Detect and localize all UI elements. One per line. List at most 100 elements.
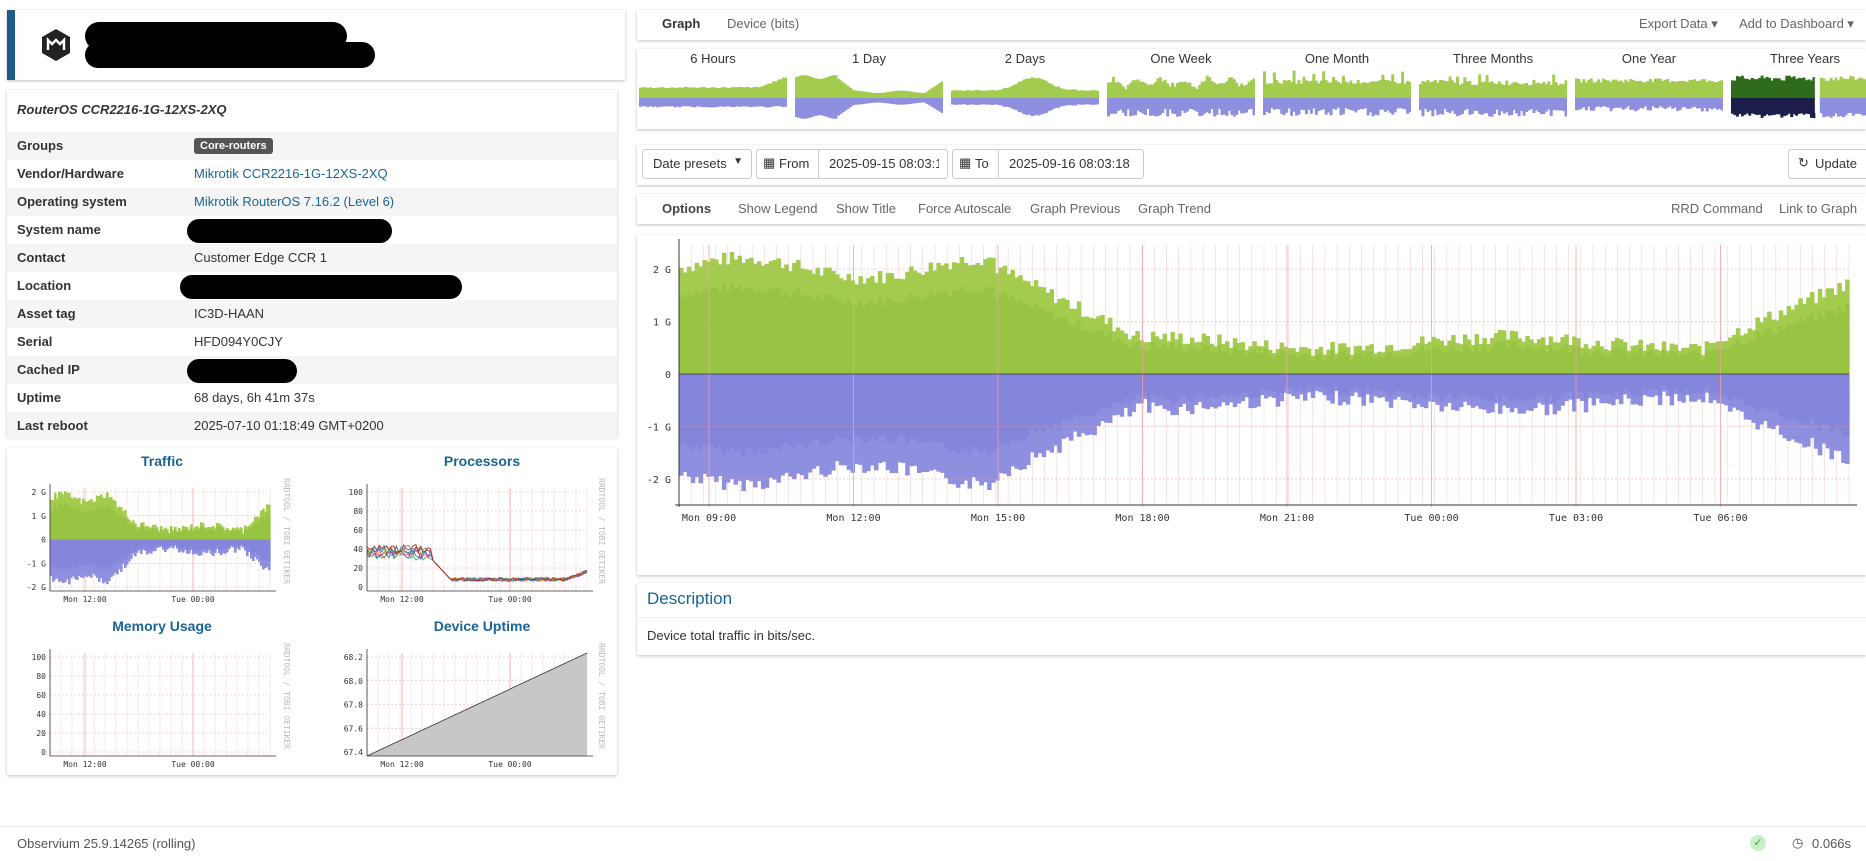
traffic-in-bar <box>1802 321 1807 374</box>
from-date-input[interactable]: 2025-09-15 08:03:1 <box>829 156 939 171</box>
thumb-in-bar <box>1517 83 1521 98</box>
y-tick-label: -2 G <box>27 583 46 592</box>
traffic-in-bar <box>1420 345 1425 374</box>
period-thumb-one-week[interactable]: One Week <box>1107 49 1256 130</box>
thumb-in-bar <box>883 92 887 98</box>
traffic-in-bar <box>1115 339 1121 374</box>
traffic-out-bar <box>924 374 930 443</box>
traffic-in-bar <box>1232 347 1238 374</box>
show-title-option[interactable]: Show Title <box>836 201 896 216</box>
traffic-out-bar <box>1065 374 1070 438</box>
tab-device-bits[interactable]: Device (bits) <box>727 16 800 31</box>
thumb-in-bar <box>685 87 689 98</box>
thumb-in-bar <box>1451 80 1455 98</box>
thumb-out-bar <box>1700 98 1704 112</box>
traffic-in-bar <box>1552 350 1558 374</box>
traffic-out-bar <box>1794 374 1799 422</box>
traffic-in-bar <box>1700 359 1706 374</box>
add-to-dashboard-menu[interactable]: Add to Dashboard ▾ <box>1739 16 1854 31</box>
x-tick-label: Tue 06:00 <box>1693 513 1747 524</box>
thumb-in-bar <box>1116 82 1120 98</box>
traffic-in-bar <box>1010 295 1015 374</box>
traffic-out-bar <box>1841 374 1846 437</box>
thumb-in-bar <box>1768 77 1771 98</box>
thumb-in-bar <box>1817 80 1821 98</box>
memory-graph-title[interactable]: Memory Usage <box>112 618 212 634</box>
thumb-out-bar <box>1777 98 1781 115</box>
period-thumb-three-months[interactable]: Three Months <box>1419 49 1568 130</box>
period-thumb-2-days[interactable]: 2 Days <box>951 49 1100 130</box>
rrd-command-link[interactable]: RRD Command <box>1671 201 1763 216</box>
show-legend-option[interactable]: Show Legend <box>738 201 818 216</box>
period-thumb-1-day[interactable]: 1 Day <box>795 49 944 130</box>
thumb-in-bar <box>769 83 773 98</box>
thumb-out-bar <box>980 98 984 105</box>
traffic-graph-title[interactable]: Traffic <box>140 453 183 469</box>
traffic-out-bar <box>874 374 879 442</box>
group-badge[interactable]: Core-routers <box>194 138 273 154</box>
period-thumb-one-year[interactable]: One Year <box>1575 49 1724 130</box>
thumb-in-bar <box>1329 82 1333 98</box>
traffic-out-bar <box>1014 374 1019 441</box>
thumb-in-bar <box>1265 83 1269 98</box>
traffic-out-bar <box>803 374 809 480</box>
thumb-in-bar <box>1609 81 1613 98</box>
graph-trend-option[interactable]: Graph Trend <box>1138 201 1211 216</box>
traffic-out-bar <box>1513 374 1519 398</box>
thumb-out-bar <box>1802 98 1806 115</box>
thumb-in-bar <box>1790 77 1794 98</box>
graph-previous-option[interactable]: Graph Previous <box>1030 201 1121 216</box>
uptime-graph-title[interactable]: Device Uptime <box>433 618 531 634</box>
thumb-out-bar <box>1480 98 1484 115</box>
redacted-value <box>180 275 462 299</box>
traffic-out-bar <box>686 374 692 446</box>
traffic-out-bar <box>60 539 63 569</box>
thumb-out-bar <box>1215 98 1219 115</box>
update-button[interactable]: ↻ Update <box>1788 149 1866 179</box>
traffic-out-bar <box>1236 374 1242 395</box>
thumb-in-bar <box>1156 78 1160 98</box>
traffic-in-bar <box>1303 353 1308 374</box>
thumb-in-bar <box>1168 86 1172 98</box>
traffic-out-bar <box>1045 374 1051 451</box>
thumb-out-bar <box>1564 98 1568 117</box>
thumb-out-bar <box>836 98 840 116</box>
traffic-in-bar <box>1474 344 1480 374</box>
processors-graph-title[interactable]: Processors <box>443 453 521 469</box>
date-presets-select[interactable]: Date presets ▼ <box>642 149 752 179</box>
traffic-in-bar <box>1572 345 1577 374</box>
traffic-in-bar <box>944 291 949 374</box>
export-data-menu[interactable]: Export Data ▾ <box>1639 16 1718 31</box>
tab-graph[interactable]: Graph <box>662 16 701 31</box>
traffic-out-bar <box>1771 374 1776 413</box>
thumb-out-bar <box>639 98 642 107</box>
force-autoscale-option[interactable]: Force Autoscale <box>918 201 1012 216</box>
link-to-graph-link[interactable]: Link to Graph <box>1779 201 1858 216</box>
traffic-in-bar <box>82 508 85 540</box>
thumb-out-bar <box>1000 98 1004 106</box>
thumb-in-bar <box>727 88 731 98</box>
period-thumb-one-month[interactable]: One Month <box>1263 49 1412 130</box>
traffic-in-bar <box>994 298 1000 374</box>
traffic-out-bar <box>1669 374 1675 406</box>
traffic-out-bar <box>1381 374 1386 391</box>
thumb-in-bar <box>1002 87 1006 98</box>
info-value[interactable]: Mikrotik CCR2216-1G-12XS-2XQ <box>194 166 388 181</box>
info-value[interactable]: Mikrotik RouterOS 7.16.2 (Level 6) <box>194 194 395 209</box>
traffic-in-bar <box>1735 339 1741 374</box>
info-label: Uptime <box>17 390 62 405</box>
thumb-out-bar <box>1612 98 1615 109</box>
thumb-in-bar <box>737 87 741 98</box>
traffic-out-bar <box>1006 374 1012 446</box>
to-date-input[interactable]: 2025-09-16 08:03:18 <box>1009 156 1130 171</box>
traffic-out-bar <box>866 374 871 472</box>
traffic-in-bar <box>166 531 169 540</box>
traffic-out-bar <box>88 539 91 565</box>
period-thumb-6-hours[interactable]: 6 Hours <box>639 49 788 130</box>
traffic-in-bar <box>58 503 61 540</box>
period-thumb-three-years[interactable]: Three Years <box>1731 49 1866 130</box>
thumb-out-bar <box>1792 98 1796 115</box>
